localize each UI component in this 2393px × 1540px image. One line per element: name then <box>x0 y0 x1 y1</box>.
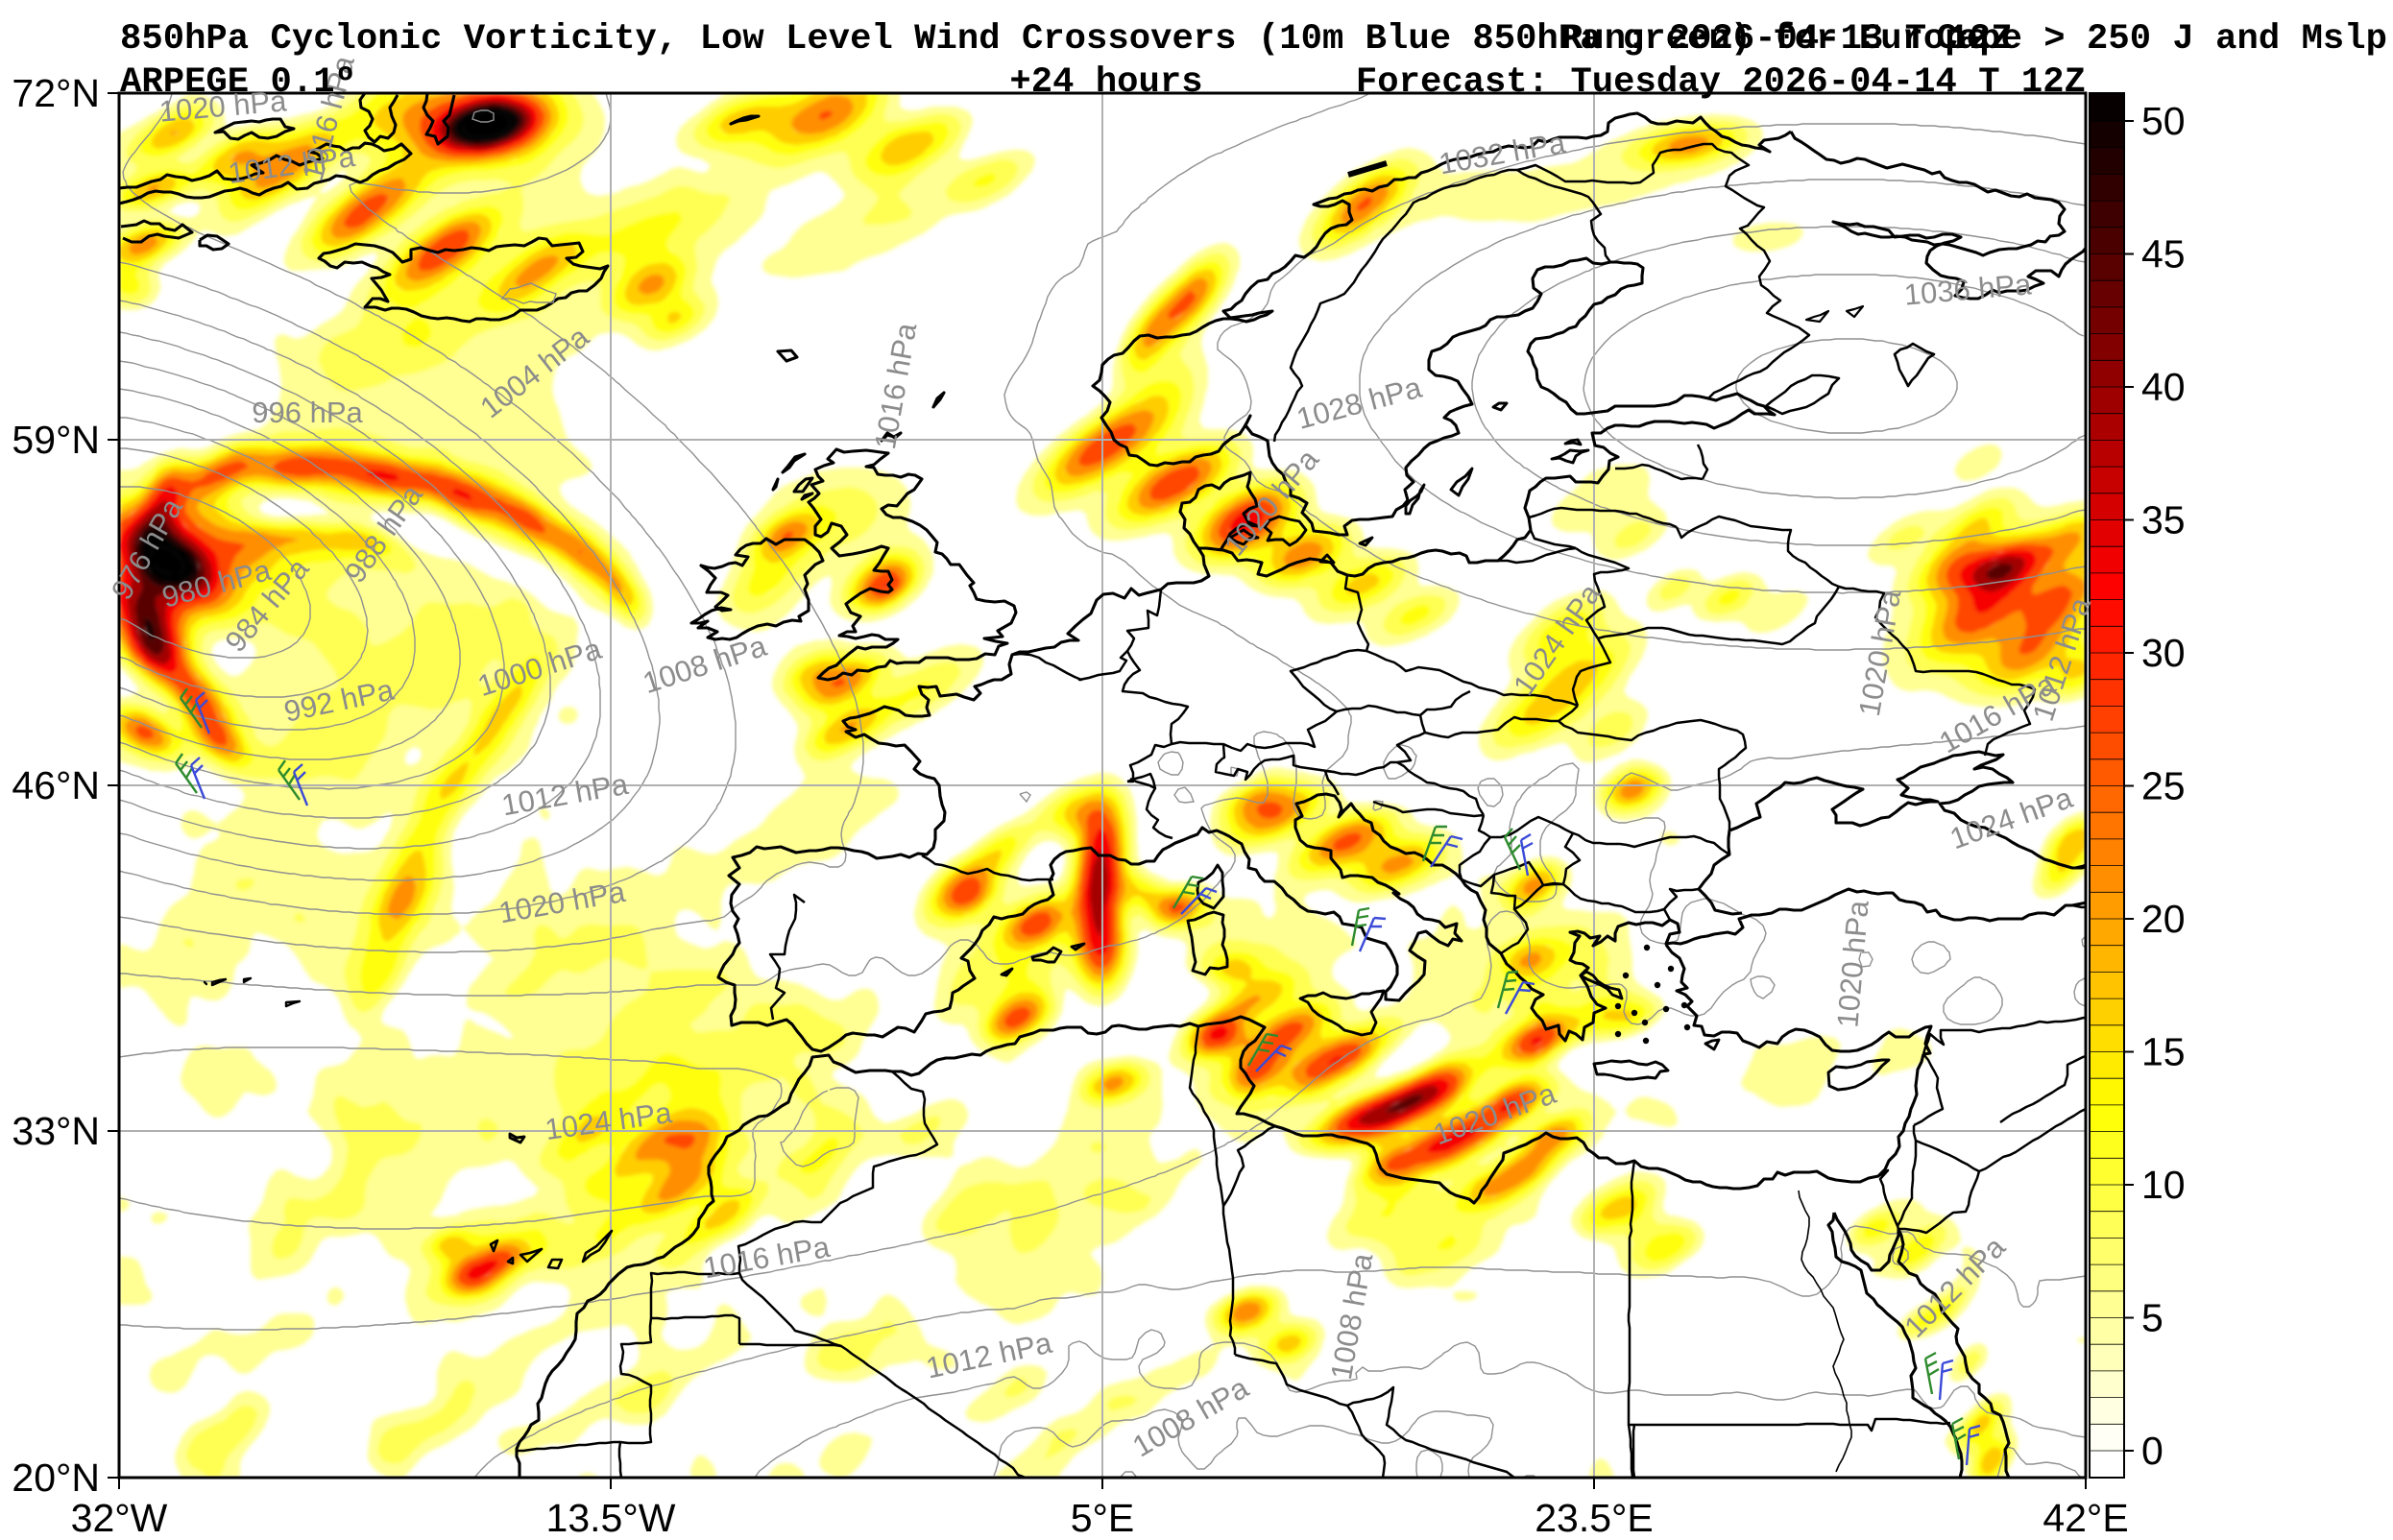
svg-text:45: 45 <box>2141 232 2186 277</box>
svg-text:32°W: 32°W <box>71 1496 168 1540</box>
svg-text:996 hPa: 996 hPa <box>252 396 363 429</box>
svg-text:Run: 2026-04-13 T 12Z: Run: 2026-04-13 T 12Z <box>1561 19 2012 60</box>
svg-text:40: 40 <box>2141 365 2186 409</box>
svg-text:33°N: 33°N <box>12 1109 100 1153</box>
svg-text:Forecast: Tuesday 2026-04-14 T: Forecast: Tuesday 2026-04-14 T 12Z <box>1356 62 2086 103</box>
svg-text:13.5°W: 13.5°W <box>546 1496 676 1540</box>
svg-text:46°N: 46°N <box>12 763 100 807</box>
svg-text:59°N: 59°N <box>12 418 100 462</box>
svg-text:Cape > 250 J and Mslp: Cape > 250 J and Mslp <box>1937 19 2387 60</box>
svg-text:72°N: 72°N <box>12 71 100 115</box>
svg-text:50: 50 <box>2141 99 2186 143</box>
svg-text:23.5°E: 23.5°E <box>1535 1496 1654 1540</box>
svg-text:10: 10 <box>2141 1163 2186 1207</box>
svg-text:5: 5 <box>2141 1296 2163 1340</box>
svg-text:35: 35 <box>2141 498 2186 542</box>
svg-text:ARPEGE 0.1º: ARPEGE 0.1º <box>120 62 356 103</box>
svg-text:+24 hours: +24 hours <box>1009 62 1202 103</box>
svg-text:42°E: 42°E <box>2043 1496 2128 1540</box>
svg-text:20: 20 <box>2141 897 2186 941</box>
svg-text:20°N: 20°N <box>12 1456 100 1500</box>
svg-text:15: 15 <box>2141 1030 2186 1074</box>
svg-text:25: 25 <box>2141 764 2186 808</box>
svg-text:30: 30 <box>2141 631 2186 675</box>
svg-text:5°E: 5°E <box>1071 1496 1135 1540</box>
svg-text:850hPa Cyclonic Vorticity, Low: 850hPa Cyclonic Vorticity, Low Level Win… <box>120 19 1988 60</box>
svg-text:0: 0 <box>2141 1429 2163 1473</box>
